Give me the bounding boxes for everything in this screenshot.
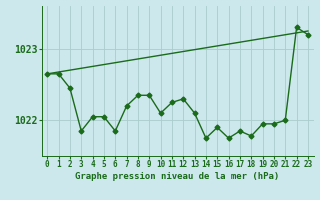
X-axis label: Graphe pression niveau de la mer (hPa): Graphe pression niveau de la mer (hPa) [76, 172, 280, 181]
